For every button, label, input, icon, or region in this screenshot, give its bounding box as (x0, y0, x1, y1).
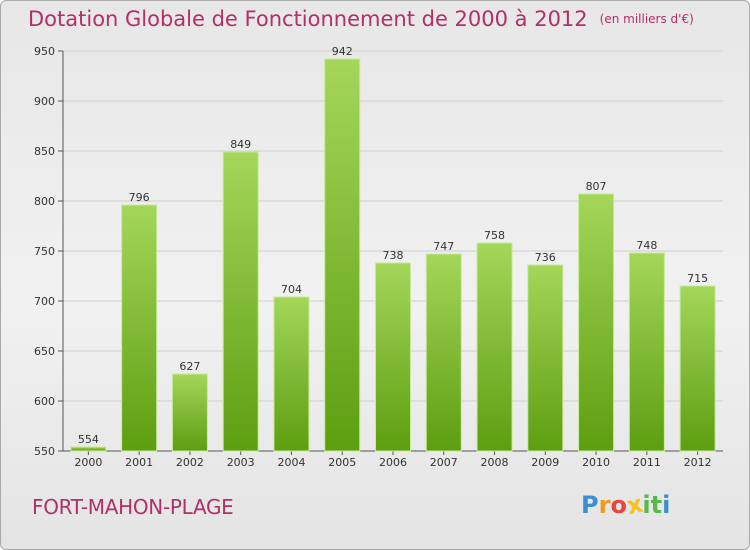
bar-2010 (578, 193, 615, 452)
bar-value-label: 807 (586, 180, 607, 193)
x-tick-label: 2005 (328, 456, 356, 469)
bar-2006 (375, 262, 411, 452)
x-tick-label: 2003 (227, 456, 255, 469)
bar-value-label: 738 (383, 249, 404, 262)
y-tick-label: 900 (34, 95, 55, 108)
unit-note: (en milliers d'€) (599, 12, 694, 26)
logo-letter: P (581, 491, 599, 519)
city-name: FORT-MAHON-PLAGE (32, 495, 234, 519)
x-tick-label: 2007 (430, 456, 458, 469)
bar-value-label: 748 (636, 239, 657, 252)
y-tick-label: 800 (34, 195, 55, 208)
bars (70, 58, 716, 452)
bar-value-label: 758 (484, 229, 505, 242)
x-tick-label: 2001 (125, 456, 153, 469)
bar-2000 (70, 446, 107, 452)
y-tick-label: 650 (34, 345, 55, 358)
x-tick-label: 2011 (633, 456, 661, 469)
bar-value-label: 554 (78, 433, 99, 446)
proxiti-logo: Proxiti (581, 490, 671, 521)
x-tick-label: 2010 (582, 456, 610, 469)
bar-value-label: 849 (230, 138, 251, 151)
bar-2004 (273, 296, 310, 452)
bar-value-label: 942 (332, 45, 353, 58)
logo-letter: t (650, 491, 663, 519)
y-tick-label: 950 (34, 45, 55, 58)
y-tick-label: 850 (34, 145, 55, 158)
logo-letter: r (598, 491, 611, 519)
x-tick-label: 2000 (74, 456, 102, 469)
bar-2011 (628, 252, 665, 452)
logo-letter: i (662, 491, 671, 519)
y-tick-label: 750 (34, 245, 55, 258)
bar-2009 (527, 264, 564, 452)
bar-2008 (476, 242, 513, 452)
chart-title-text: Dotation Globale de Fonctionnement de 20… (28, 7, 588, 31)
bar-2002 (171, 373, 208, 452)
bar-2007 (425, 253, 462, 452)
x-tick-label: 2006 (379, 456, 407, 469)
chart-title: Dotation Globale de Fonctionnement de 20… (28, 7, 694, 31)
y-tick-label: 600 (34, 395, 55, 408)
x-tick-label: 2012 (684, 456, 712, 469)
bar-value-label: 704 (281, 283, 302, 296)
bar-value-label: 736 (535, 251, 556, 264)
bar-value-label: 747 (433, 240, 454, 253)
x-tick-label: 2008 (481, 456, 509, 469)
bar-2012 (679, 285, 716, 452)
bar-value-label: 627 (179, 360, 200, 373)
bar-2005 (324, 58, 361, 452)
y-tick-label: 700 (34, 295, 55, 308)
y-tick-label: 550 (34, 445, 55, 458)
bar-2001 (121, 204, 158, 452)
logo-letter: o (610, 491, 627, 519)
x-tick-label: 2004 (277, 456, 305, 469)
labels: 550 600 650 700 750 800 850 900 950 554 2000 796 200… (34, 45, 712, 469)
bar-2003 (222, 151, 259, 452)
bar-value-label: 796 (129, 191, 150, 204)
bar-value-label: 715 (687, 272, 708, 285)
x-tick-label: 2002 (176, 456, 204, 469)
logo-letter: i (642, 491, 651, 519)
x-tick-label: 2009 (531, 456, 559, 469)
